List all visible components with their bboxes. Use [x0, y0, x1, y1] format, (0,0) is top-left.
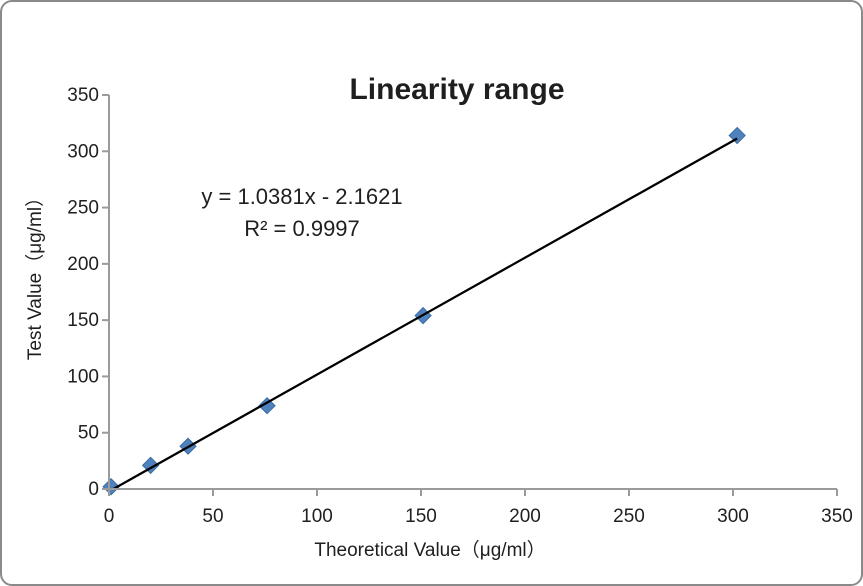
x-axis-title: Theoretical Value（μg/ml） — [314, 539, 545, 561]
y-tick-label: 100 — [67, 366, 99, 387]
x-tick-label: 200 — [509, 506, 541, 527]
equation-label: y = 1.0381x - 2.1621 — [201, 184, 402, 209]
x-tick-label: 100 — [301, 506, 333, 527]
y-tick-label: 150 — [67, 310, 99, 331]
y-tick-label: 50 — [78, 423, 99, 444]
r-squared-label: R² = 0.9997 — [244, 216, 360, 241]
y-tick-label: 300 — [67, 141, 99, 162]
data-point — [728, 126, 746, 145]
chart-title: Linearity range — [349, 73, 564, 106]
data-point — [258, 396, 276, 415]
x-tick-label: 300 — [717, 506, 749, 527]
y-tick-label: 350 — [67, 85, 99, 106]
y-tick-label: 0 — [88, 479, 99, 500]
x-tick-label: 150 — [405, 506, 437, 527]
y-tick-label: 250 — [67, 198, 99, 219]
x-tick-label: 250 — [613, 506, 645, 527]
x-tick-label: 50 — [202, 506, 223, 527]
x-tick-label: 350 — [821, 506, 853, 527]
trendline — [112, 137, 738, 490]
data-point — [102, 478, 120, 496]
y-tick-label: 200 — [67, 254, 99, 275]
y-axis-title: Test Value（μg/ml） — [24, 188, 46, 360]
x-tick-label: 0 — [104, 506, 115, 527]
